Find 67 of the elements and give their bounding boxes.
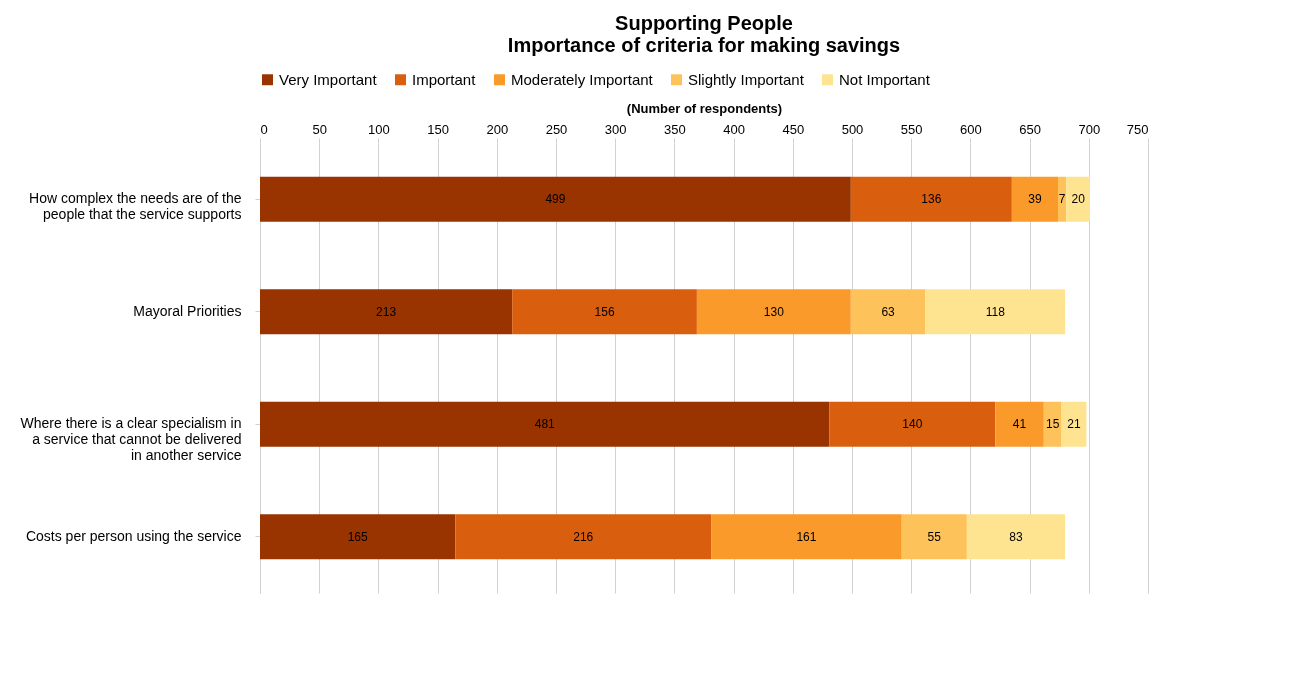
bar <box>1061 401 1087 447</box>
legend-label: Very Important <box>279 70 378 88</box>
data-label: 15 <box>1046 417 1060 432</box>
bar <box>966 514 1066 560</box>
bar <box>901 514 967 560</box>
data-label: 63 <box>881 304 896 319</box>
x-tick-label: 450 <box>782 121 805 137</box>
data-label: 213 <box>376 304 397 319</box>
x-tick-label: 0 <box>260 121 268 137</box>
y-tick-label: How complex the needs are of the people that the service supports <box>29 190 242 223</box>
bar <box>260 289 513 335</box>
legend-label: Moderately Important <box>511 70 654 88</box>
y-tick-label: Mayoral Priorities <box>133 302 242 319</box>
y-tick-label: Where there is a clear specialism in a service that cannot be delivered in another service <box>20 415 242 464</box>
x-tick-label: 150 <box>427 121 449 137</box>
data-label: 41 <box>1012 417 1027 432</box>
chart-title: Supporting People Importance of criteria for making savings <box>507 12 901 56</box>
bar <box>711 514 902 560</box>
legend-label: Slightly Important <box>688 70 805 88</box>
x-tick-label: 400 <box>723 121 745 137</box>
data-label: 136 <box>921 192 942 207</box>
x-tick-label: 200 <box>486 121 509 137</box>
data-label: 216 <box>573 529 594 544</box>
bar <box>850 289 926 335</box>
bar <box>260 176 851 222</box>
bar <box>696 289 851 335</box>
data-label: 118 <box>985 304 1006 319</box>
data-label: 140 <box>902 417 923 432</box>
y-tick-label: Costs per person using the service <box>25 527 242 544</box>
bar <box>260 401 830 447</box>
x-tick-label: 650 <box>1019 121 1041 137</box>
x-tick-label: 500 <box>841 121 864 137</box>
data-label: 481 <box>534 417 556 432</box>
data-label: 499 <box>545 192 566 207</box>
bar <box>925 289 1066 335</box>
x-tick-label: 750 <box>1126 121 1149 137</box>
data-label: 21 <box>1067 417 1081 432</box>
data-label: 7 <box>1058 192 1066 207</box>
legend-label: Not Important <box>839 70 931 88</box>
bar <box>850 176 1012 222</box>
x-tick-label: 50 <box>312 121 327 137</box>
bar <box>1058 176 1067 222</box>
x-axis-title: (Number of respondents) <box>626 100 783 116</box>
x-tick-label: 250 <box>545 121 568 137</box>
bar <box>1011 176 1059 222</box>
bar <box>455 514 712 560</box>
bar <box>512 289 697 335</box>
data-label: 39 <box>1028 192 1042 207</box>
x-tick-label: 100 <box>368 121 390 137</box>
x-tick-label: 300 <box>604 121 627 137</box>
data-label: 20 <box>1071 192 1086 207</box>
bar <box>1043 401 1062 447</box>
x-tick-label: 600 <box>960 121 982 137</box>
data-label: 83 <box>1009 529 1023 544</box>
bar <box>260 514 456 560</box>
legend-label: Important <box>412 70 477 88</box>
x-tick-label: 700 <box>1078 121 1101 137</box>
data-label: 55 <box>927 529 942 544</box>
bar <box>995 401 1044 447</box>
data-label: 156 <box>594 304 615 319</box>
bar <box>1066 176 1090 222</box>
x-tick-label: 550 <box>900 121 923 137</box>
data-label: 130 <box>763 304 785 319</box>
bar <box>829 401 996 447</box>
x-tick-label: 350 <box>664 121 686 137</box>
data-label: 161 <box>796 529 817 544</box>
data-label: 165 <box>347 529 369 544</box>
